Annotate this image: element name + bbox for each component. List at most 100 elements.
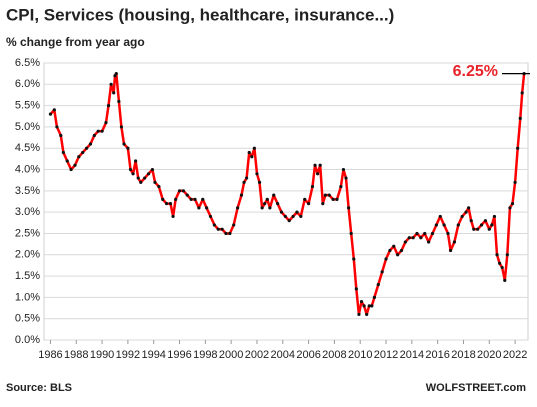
- x-tick-label: 2020: [477, 349, 501, 361]
- data-point: [185, 193, 189, 197]
- data-point: [189, 197, 193, 201]
- data-point: [500, 265, 504, 270]
- data-point: [518, 116, 522, 120]
- data-point: [331, 197, 335, 201]
- x-tick-label: 2004: [271, 349, 295, 361]
- y-tick-label: 2.0%: [15, 249, 40, 261]
- x-tick-label: 1992: [116, 349, 140, 361]
- data-point: [96, 129, 100, 133]
- data-point: [392, 244, 396, 248]
- y-tick-label: 3.5%: [15, 185, 40, 197]
- source: Source: BLS: [6, 382, 72, 394]
- data-point: [216, 227, 220, 231]
- data-point: [469, 219, 473, 223]
- data-point: [61, 150, 65, 155]
- data-point: [247, 150, 251, 155]
- data-point: [81, 150, 85, 155]
- data-point: [352, 257, 356, 261]
- data-point: [362, 304, 366, 308]
- data-point: [411, 236, 415, 240]
- data-point: [323, 193, 327, 197]
- watermark: WOLFSTREET.com: [426, 382, 526, 394]
- data-point: [245, 176, 249, 180]
- x-tick-label: 1998: [193, 349, 217, 361]
- data-point: [257, 180, 262, 184]
- data-point: [295, 210, 299, 214]
- data-point: [139, 180, 143, 184]
- y-tick-label: 0.5%: [15, 313, 40, 325]
- data-point: [143, 176, 147, 180]
- data-point: [59, 133, 63, 138]
- data-point: [232, 223, 236, 227]
- data-point: [434, 223, 438, 227]
- data-point: [88, 142, 93, 146]
- data-point: [117, 99, 121, 103]
- data-point: [510, 202, 515, 206]
- data-point: [299, 214, 303, 219]
- x-tick-label: 1994: [141, 349, 165, 361]
- data-point: [403, 240, 407, 244]
- data-point: [327, 193, 331, 197]
- x-tick-label: 1988: [64, 349, 88, 361]
- data-point: [168, 202, 173, 206]
- x-tick-label: 2016: [425, 349, 449, 361]
- data-point: [171, 214, 175, 219]
- data-point: [279, 210, 284, 214]
- data-point: [161, 197, 165, 201]
- data-point: [242, 180, 246, 184]
- data-point: [250, 155, 254, 159]
- data-point: [442, 223, 446, 227]
- y-tick-label: 3.0%: [15, 206, 40, 218]
- data-point: [492, 214, 497, 219]
- chart-subtitle: % change from year ago: [6, 35, 145, 49]
- x-tick-label: 2006: [296, 349, 320, 361]
- x-tick-label: 2012: [374, 349, 398, 361]
- data-point: [73, 163, 77, 167]
- y-tick-label: 4.0%: [15, 163, 40, 175]
- data-point: [344, 176, 348, 180]
- data-point: [201, 197, 205, 201]
- data-point: [376, 283, 380, 287]
- y-tick-label: 1.0%: [15, 291, 40, 303]
- data-point: [467, 206, 471, 210]
- data-point: [335, 197, 339, 201]
- y-tick-label: 1.5%: [15, 270, 40, 282]
- data-point: [357, 312, 361, 317]
- data-point: [370, 304, 374, 308]
- data-point: [114, 72, 118, 76]
- data-point: [119, 125, 124, 129]
- data-point: [100, 129, 104, 133]
- data-point: [495, 253, 499, 257]
- data-point: [472, 227, 476, 231]
- data-point: [165, 202, 169, 206]
- data-point: [446, 231, 450, 236]
- data-point: [318, 163, 322, 167]
- data-point: [452, 240, 457, 244]
- y-tick-label: 2.5%: [15, 227, 40, 239]
- data-point: [438, 214, 442, 219]
- data-point: [513, 180, 517, 184]
- x-tick-label: 2008: [322, 349, 346, 361]
- data-point: [479, 223, 484, 227]
- data-point: [112, 91, 116, 95]
- data-point: [427, 240, 431, 244]
- data-point: [508, 206, 512, 210]
- data-point: [516, 146, 520, 150]
- data-point: [153, 180, 157, 184]
- data-point: [48, 112, 53, 116]
- data-point: [460, 214, 464, 219]
- data-point: [157, 184, 161, 189]
- data-point: [349, 231, 353, 236]
- y-tick-label: 6.0%: [15, 78, 40, 90]
- data-point: [276, 202, 280, 206]
- data-point: [365, 312, 369, 317]
- data-point: [287, 219, 291, 223]
- y-tick-label: 6.5%: [15, 57, 40, 69]
- data-point: [77, 155, 81, 159]
- data-point: [505, 253, 509, 257]
- data-point: [255, 172, 259, 176]
- x-tick-label: 2000: [219, 349, 243, 361]
- data-point: [316, 172, 320, 176]
- data-point: [150, 167, 155, 172]
- data-point: [456, 223, 460, 227]
